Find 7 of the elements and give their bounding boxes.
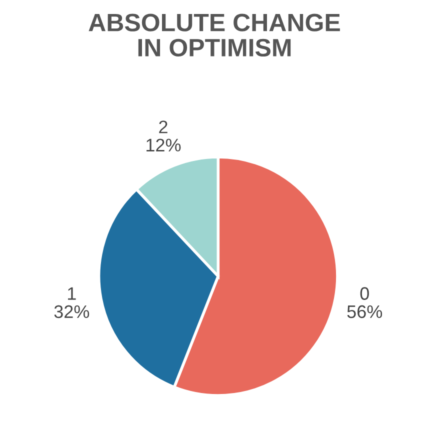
slice-label: 1	[68, 287, 76, 300]
slice-label: 2	[159, 120, 168, 134]
data-label: 56%	[347, 305, 382, 318]
slice-label: 0	[360, 287, 369, 300]
data-label: 32%	[54, 305, 90, 318]
chart-title: ABSOLUTE CHANGE IN OPTIMISM	[88, 14, 340, 57]
data-label: 12%	[146, 138, 181, 152]
